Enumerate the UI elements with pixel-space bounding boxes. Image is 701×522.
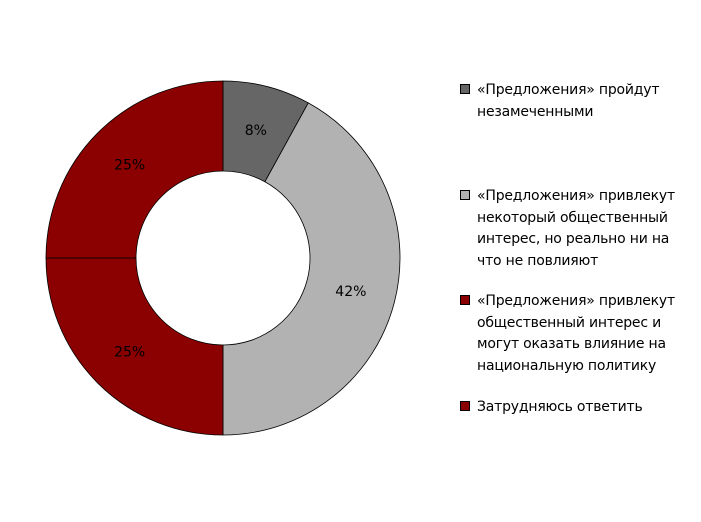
data-label-unnoticed: 8% (245, 123, 267, 139)
donut-data-labels: 8% 42% 25% 25% (114, 123, 366, 360)
legend-label-some-interest: «Предложения» привлекут некоторый общест… (477, 188, 675, 269)
donut-slices (45, 80, 401, 436)
legend-label-hard-to-say: Затрудняюсь ответить (477, 399, 643, 415)
legend-swatch-unnoticed (460, 84, 470, 94)
legend-swatch-some-interest (460, 190, 470, 200)
legend-label-influence: «Предложения» привлекут общественный инт… (477, 293, 675, 374)
legend-swatch-hard-to-say (460, 401, 470, 411)
legend-swatch-influence (460, 295, 470, 305)
donut-slice-some-interest (222, 102, 401, 436)
legend-label-unnoticed: «Предложения» пройдут незамеченными (477, 82, 660, 120)
donut-slice-hard-to-say (45, 80, 224, 259)
data-label-hard-to-say: 25% (114, 158, 145, 174)
data-label-some-interest: 42% (335, 284, 366, 300)
data-label-influence: 25% (114, 344, 145, 360)
donut-slice-influence (45, 257, 224, 436)
